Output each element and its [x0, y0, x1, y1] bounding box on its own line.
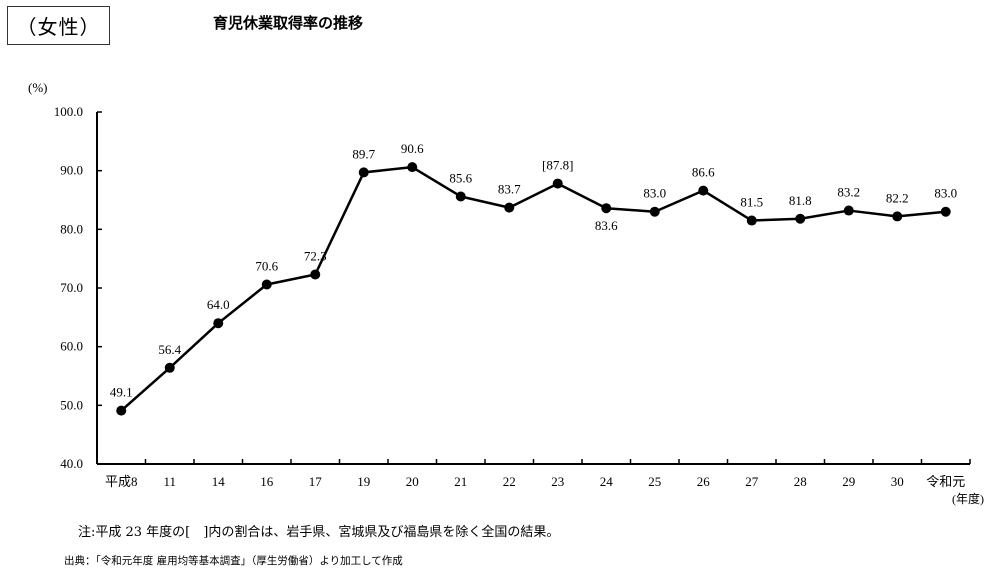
x-axis-label: (年度) — [952, 491, 984, 506]
group-label: （女性） — [16, 15, 101, 39]
x-tick-label: 21 — [454, 474, 467, 489]
x-tick-label: 令和元 — [926, 474, 965, 489]
data-point — [310, 269, 321, 280]
data-label: 83.2 — [837, 185, 860, 200]
x-tick-label: 23 — [551, 474, 564, 489]
data-label: [87.8] — [542, 158, 573, 173]
source-note: 出典：「令和元年度 雇用均等基本調査」（厚生労働省）より加工して作成 — [64, 555, 403, 567]
x-tick-label: 16 — [260, 474, 274, 489]
data-point — [940, 206, 951, 217]
y-tick-label: 40.0 — [60, 456, 83, 471]
x-tick-label: 19 — [357, 474, 370, 489]
data-point — [601, 203, 612, 214]
data-label: 83.0 — [643, 186, 666, 201]
data-point — [795, 213, 806, 224]
data-label: 90.6 — [401, 141, 424, 156]
data-label: 81.5 — [740, 195, 763, 210]
data-point — [746, 215, 757, 226]
x-tick-label: 29 — [842, 474, 855, 489]
x-tick-label: 28 — [794, 474, 807, 489]
data-point — [116, 405, 127, 416]
data-point — [843, 205, 854, 216]
x-tick-label: 24 — [600, 474, 614, 489]
y-tick-label: 100.0 — [54, 104, 83, 119]
x-tick-label: 30 — [891, 474, 904, 489]
data-label: 81.8 — [789, 193, 812, 208]
data-label: 83.7 — [498, 182, 521, 197]
x-tick-label: 平成8 — [105, 474, 138, 489]
data-label: 86.6 — [692, 165, 715, 180]
y-axis-label: (%) — [28, 80, 48, 95]
x-tick-label: 26 — [697, 474, 711, 489]
data-label: 83.0 — [934, 186, 957, 201]
x-tick-label: 11 — [163, 474, 176, 489]
x-tick-label: 20 — [406, 474, 419, 489]
data-line — [120, 165, 946, 412]
y-tick-label: 90.0 — [60, 163, 83, 178]
y-tick-label: 60.0 — [60, 339, 83, 354]
data-point — [504, 202, 515, 213]
data-label: 82.2 — [886, 190, 909, 205]
y-tick-label: 70.0 — [60, 280, 83, 295]
data-point — [213, 318, 224, 329]
data-point — [407, 162, 418, 173]
x-tick-label: 22 — [503, 474, 516, 489]
data-label: 83.6 — [595, 218, 618, 233]
x-tick-label: 27 — [745, 474, 759, 489]
data-label: 85.6 — [449, 170, 472, 185]
data-label: 49.1 — [110, 385, 133, 400]
x-tick-label: 25 — [648, 474, 661, 489]
data-point — [261, 279, 272, 290]
y-tick-label: 80.0 — [60, 221, 83, 236]
data-label: 64.0 — [207, 297, 230, 312]
group-label-box: （女性） — [7, 6, 110, 45]
data-point — [698, 185, 709, 196]
x-tick-label: 14 — [212, 474, 226, 489]
data-label: 72.3 — [304, 249, 327, 264]
data-label: 70.6 — [255, 258, 278, 273]
footnote: 注:平成 23 年度の[ ]内の割合は、岩手県、宮城県及び福島県を除く全国の結果… — [78, 525, 560, 540]
data-point — [164, 362, 175, 373]
data-label: 56.4 — [158, 342, 181, 357]
data-point — [358, 167, 369, 178]
chart-title: 育児休業取得率の推移 — [213, 14, 364, 32]
data-point — [649, 206, 660, 217]
data-point — [892, 211, 903, 222]
x-tick-label: 17 — [309, 474, 323, 489]
y-tick-label: 50.0 — [60, 397, 83, 412]
data-label: 89.7 — [352, 146, 375, 161]
data-point — [455, 191, 466, 202]
data-point — [552, 178, 563, 189]
